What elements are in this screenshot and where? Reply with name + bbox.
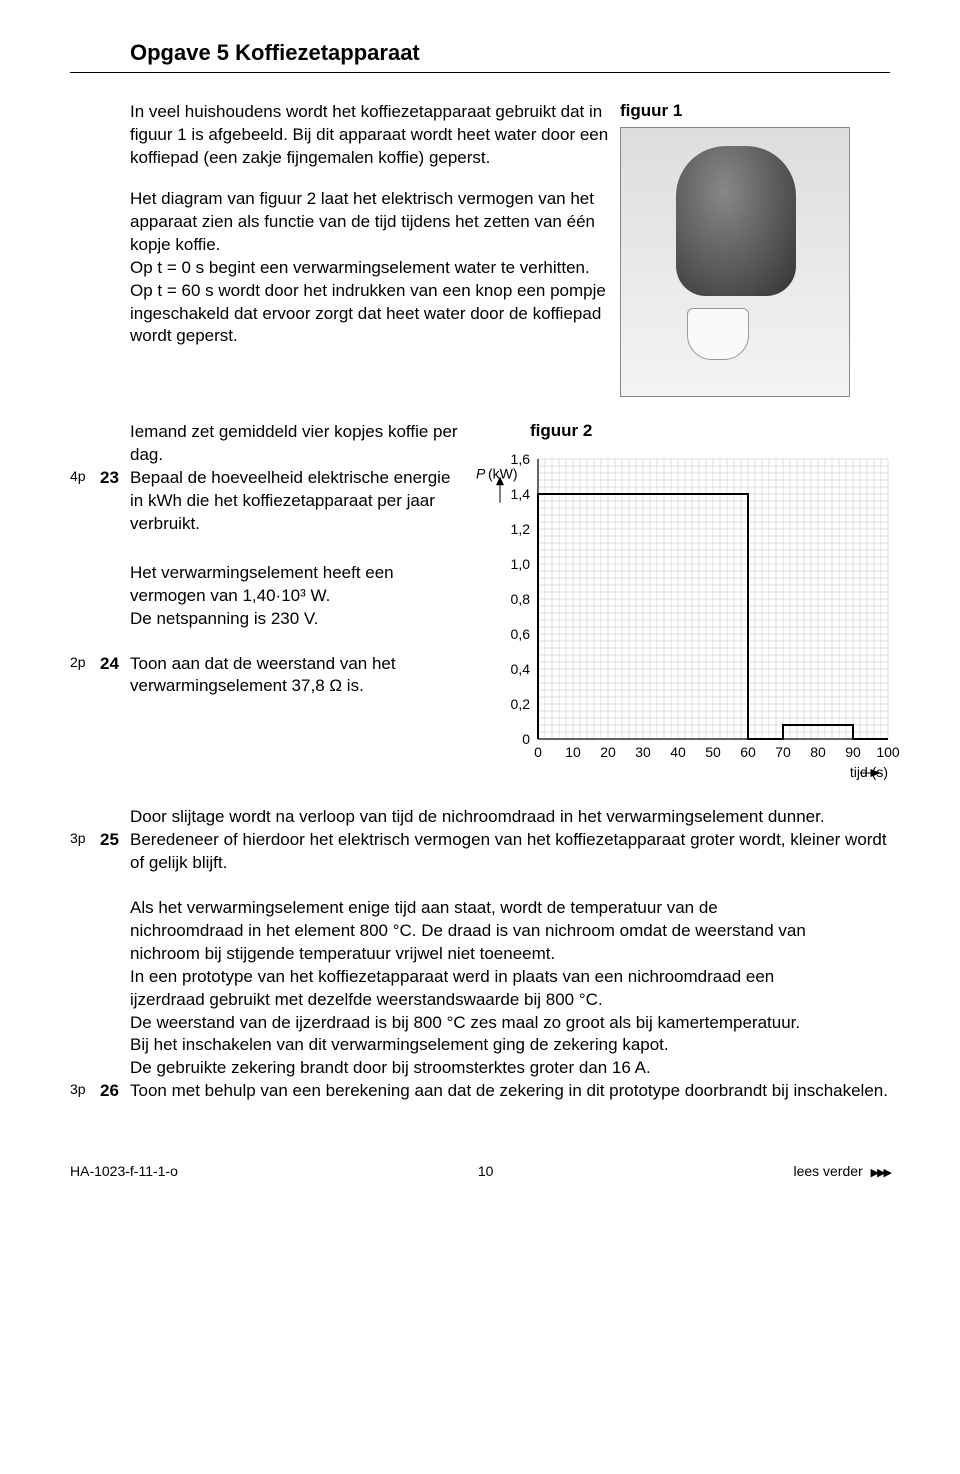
question-26: 3p 26 Toon met behulp van een berekening… bbox=[70, 1080, 890, 1103]
q24-points: 2p bbox=[70, 653, 100, 699]
svg-text:100: 100 bbox=[876, 744, 900, 760]
long-para: Als het verwarmingselement enige tijd aa… bbox=[130, 897, 830, 1081]
svg-text:(kW): (kW) bbox=[488, 466, 518, 482]
page-footer: HA-1023-f-11-1-o 10 lees verder bbox=[70, 1163, 890, 1179]
question-25: 3p 25 Beredeneer of hierdoor het elektri… bbox=[70, 829, 890, 875]
figure-2: figuur 2 0 10 20 30 40 50 60 70 80 90 100 0 0,2 0,4 0,… bbox=[470, 421, 900, 792]
svg-text:0,4: 0,4 bbox=[511, 661, 531, 677]
q24-num: 24 bbox=[100, 653, 130, 699]
slijtage-para: Door slijtage wordt na verloop van tijd … bbox=[130, 806, 830, 829]
q25-text: Beredeneer of hierdoor het elektrisch ve… bbox=[130, 829, 890, 875]
figure-2-label: figuur 2 bbox=[530, 421, 900, 441]
q23-points: 4p bbox=[70, 467, 100, 536]
footer-right: lees verder bbox=[793, 1163, 890, 1179]
q26-num: 26 bbox=[100, 1080, 130, 1103]
svg-text:10: 10 bbox=[565, 744, 581, 760]
svg-text:0,6: 0,6 bbox=[511, 626, 531, 642]
exam-page: Opgave 5 Koffiezetapparaat In veel huish… bbox=[0, 0, 960, 1209]
intro-p2b: Op t = 0 s begint een verwarmingselement… bbox=[130, 257, 610, 349]
footer-center: 10 bbox=[478, 1163, 494, 1179]
intro-text: In veel huishoudens wordt het koffiezeta… bbox=[130, 101, 610, 397]
svg-text:tijd (s): tijd (s) bbox=[850, 764, 888, 780]
svg-text:40: 40 bbox=[670, 744, 686, 760]
q23-pre: Iemand zet gemiddeld vier kopjes koffie … bbox=[130, 421, 460, 467]
coffee-machine-image bbox=[620, 127, 850, 397]
svg-text:30: 30 bbox=[635, 744, 651, 760]
title-underline bbox=[70, 72, 890, 73]
intro-row: In veel huishoudens wordt het koffiezeta… bbox=[70, 101, 890, 397]
figure-1-label: figuur 1 bbox=[620, 101, 880, 121]
q23-text: Bepaal de hoeveelheid elektrische energi… bbox=[130, 467, 460, 536]
svg-text:20: 20 bbox=[600, 744, 616, 760]
svg-text:P: P bbox=[476, 466, 486, 482]
figure-1: figuur 1 bbox=[620, 101, 880, 397]
q24-text: Toon aan dat de weerstand van het verwar… bbox=[130, 653, 460, 699]
footer-left: HA-1023-f-11-1-o bbox=[70, 1163, 178, 1179]
question-23: 4p 23 Bepaal de hoeveelheid elektrische … bbox=[70, 467, 460, 536]
svg-text:0,2: 0,2 bbox=[511, 696, 531, 712]
q26-text: Toon met behulp van een berekening aan d… bbox=[130, 1080, 890, 1103]
power-chart: 0 10 20 30 40 50 60 70 80 90 100 0 0,2 0,4 0,6 0,8 1,0 1,… bbox=[470, 447, 900, 787]
intro-p1: In veel huishoudens wordt het koffiezeta… bbox=[130, 101, 610, 170]
q23-and-chart-row: Iemand zet gemiddeld vier kopjes koffie … bbox=[70, 397, 890, 792]
svg-text:80: 80 bbox=[810, 744, 826, 760]
svg-text:0,8: 0,8 bbox=[511, 591, 531, 607]
svg-text:0: 0 bbox=[534, 744, 542, 760]
q26-points: 3p bbox=[70, 1080, 100, 1103]
q25-num: 25 bbox=[100, 829, 130, 875]
svg-text:60: 60 bbox=[740, 744, 756, 760]
svg-text:70: 70 bbox=[775, 744, 791, 760]
q25-points: 3p bbox=[70, 829, 100, 875]
arrow-icon bbox=[867, 1163, 890, 1179]
svg-text:1,0: 1,0 bbox=[511, 556, 531, 572]
svg-text:90: 90 bbox=[845, 744, 861, 760]
question-24: 2p 24 Toon aan dat de weerstand van het … bbox=[70, 653, 460, 699]
svg-text:50: 50 bbox=[705, 744, 721, 760]
svg-text:1,2: 1,2 bbox=[511, 521, 531, 537]
q23-num: 23 bbox=[100, 467, 130, 536]
svg-text:0: 0 bbox=[522, 731, 530, 747]
heater-para: Het verwarmingselement heeft een vermoge… bbox=[130, 562, 460, 631]
svg-text:1,4: 1,4 bbox=[511, 486, 531, 502]
page-title: Opgave 5 Koffiezetapparaat bbox=[130, 40, 890, 66]
intro-p2a: Het diagram van figuur 2 laat het elektr… bbox=[130, 188, 610, 257]
